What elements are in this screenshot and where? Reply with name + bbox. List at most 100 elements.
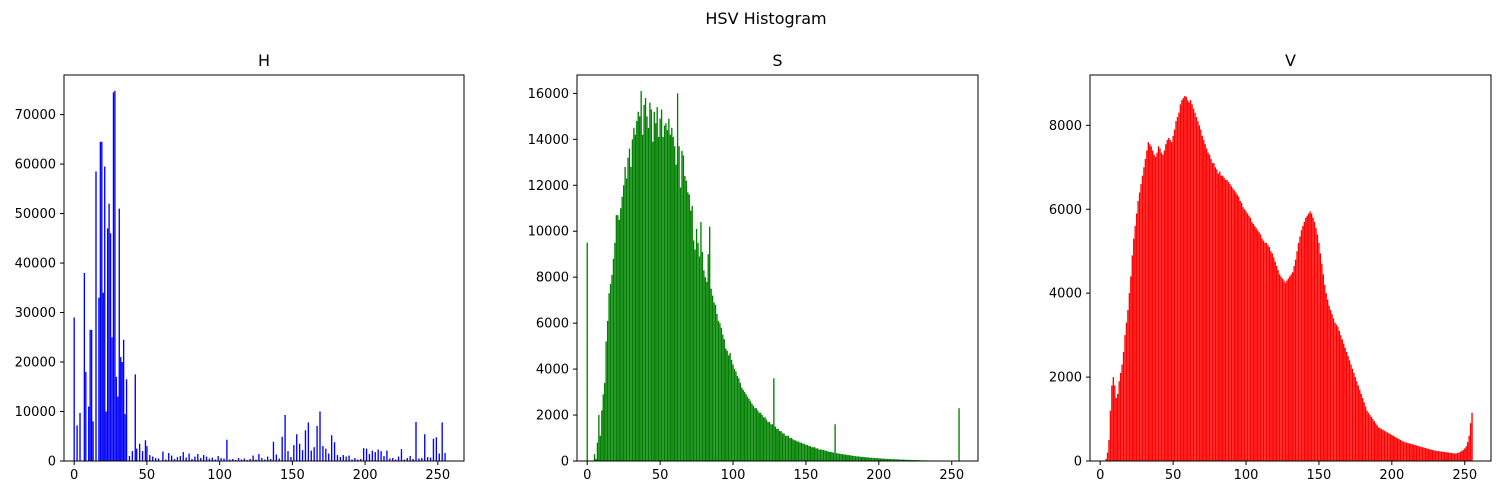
subplot-h-bar [389,458,391,461]
subplot-v-bar [1191,104,1193,462]
subplot-s-bar [881,458,883,461]
subplot-v-bar [1274,261,1276,461]
subplot-v-bar [1197,121,1199,462]
subplot-v-xtick-label: 50 [1165,468,1182,483]
subplot-v-bar [1309,211,1311,461]
subplot-s-bar [713,302,715,461]
subplot-v-bar [1455,453,1457,461]
subplot-s-bar [802,443,804,461]
figure-suptitle: HSV Histogram [705,9,826,28]
subplot-v-bar [1243,209,1246,461]
subplot-v-ytick-label: 2000 [1049,371,1082,386]
subplot-s-bar [744,392,746,461]
subplot-s-bar [795,440,797,461]
subplot-v-bar [1389,434,1392,461]
subplot-h-bar [92,421,94,461]
subplot-s-bar [831,452,833,461]
subplot-v-bar [1283,280,1285,461]
subplot-s-bar [598,415,600,461]
subplot-s-bar [751,403,753,461]
subplot-s-bar [636,120,638,461]
subplot-s-bar [622,185,625,462]
subplot-s-bar [876,458,879,461]
subplot-s-bar [835,453,838,461]
subplot-v-bar [1124,335,1126,461]
subplot-v-bar [1401,440,1403,461]
subplot-s-bar [856,456,858,461]
subplot-v-bar [1410,443,1412,461]
subplot-s-bar [907,459,909,461]
subplot-h-bar [88,406,90,461]
subplot-v-bar [1426,448,1428,461]
subplot-s-bar [710,288,712,461]
subplot-s-bar [878,458,880,461]
subplot-s-ytick-label: 2000 [536,409,569,424]
subplot-h-bar [392,458,394,461]
subplot-h-bar [214,459,216,461]
subplot-h-bar [342,455,344,461]
subplot-v-bar [1442,451,1444,461]
subplot-h-bar [220,458,222,461]
subplot-s-bar [698,256,701,461]
subplot-v-bar [1115,398,1117,461]
subplot-h-ytick-label: 0 [48,455,56,470]
subplot-s-bar [762,417,765,461]
subplot-v-bar [1133,238,1135,461]
subplot-v-bar [1163,150,1166,461]
subplot-h-bar [146,446,148,461]
subplot-v-bar [1391,434,1393,461]
subplot-v-bar [1227,181,1230,462]
subplot-s-bar [624,166,626,461]
subplot-s-bar [901,459,903,461]
subplot-v-bar [1130,276,1132,461]
subplot-v-bar [1181,100,1183,462]
subplot-h-bar [272,441,275,461]
subplot-s-bar [838,453,841,461]
subplot-h-bar [95,171,97,461]
subplot-s-bar [665,123,667,461]
subplot-h-bar [357,459,359,461]
subplot-v-bar [1114,385,1116,461]
subplot-s-bar [722,334,724,461]
subplot-v-bar [1299,236,1301,461]
subplot-v-bar [1201,135,1203,461]
subplot-v-bar [1376,425,1378,461]
subplot-s-bar [692,240,695,461]
subplot-s-bar [850,455,852,461]
subplot-v-xtick-label: 100 [1234,468,1259,483]
subplot-v-bar [1439,451,1441,461]
subplot-v-bar [1200,129,1202,462]
subplot-h-bar [432,438,435,461]
subplot-v-bar [1462,450,1464,461]
subplot-h-bar [362,448,365,461]
subplot-v-bar [1267,244,1269,461]
subplot-h-bar [264,459,266,461]
subplot-h-bar [211,457,214,461]
subplot-h-bar [374,452,376,461]
subplot-s-bar [847,455,849,461]
subplot-v-bar [1268,247,1271,461]
subplot-s-bar [862,456,864,461]
subplot-s-bar [655,123,657,461]
subplot-v-bar [1446,452,1448,461]
subplot-h-bar [316,425,318,461]
subplot-v-bar [1407,442,1409,461]
subplot-s-bar [700,222,702,461]
subplot-v-bar [1122,351,1125,461]
subplot-h-bars [73,90,446,462]
subplot-v-bar [1369,414,1371,461]
subplot-h-bar [85,371,87,461]
subplot-v-bars [1105,95,1473,462]
subplot-s-bar [904,459,906,461]
subplot-v-bar [1382,429,1384,461]
subplot-h-bar [371,450,374,461]
subplot-s-bar [735,371,737,461]
subplot-v-bar [1402,441,1405,461]
subplot-h-bar [313,447,315,461]
subplot-h-bar [118,208,120,461]
subplot-s-bar [634,134,636,462]
subplot-s-bar [596,442,599,461]
subplot-h-bar [386,450,388,461]
subplot-h-title: H [258,51,270,70]
subplot-v-bar [1111,385,1113,461]
